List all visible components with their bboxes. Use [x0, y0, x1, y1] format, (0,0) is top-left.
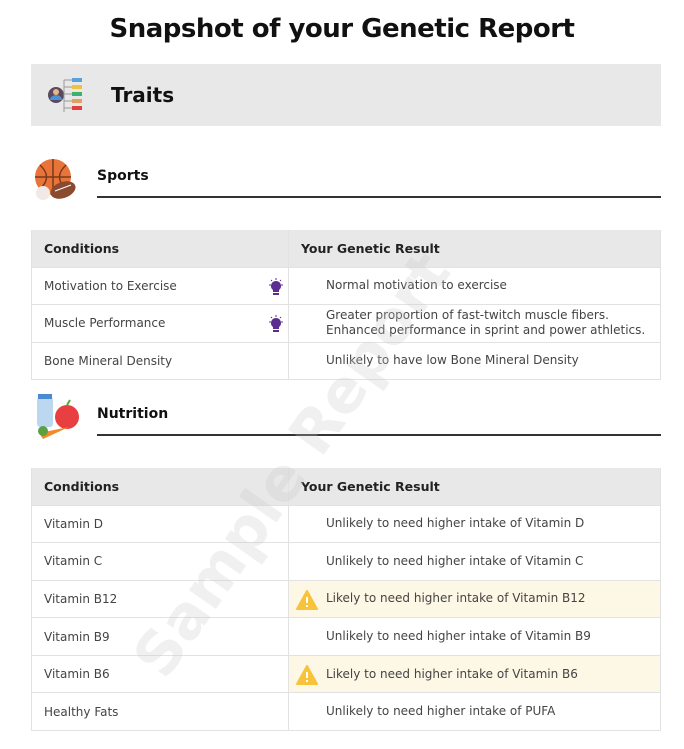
- result-line-2: Enhanced performance in sprint and power…: [326, 323, 646, 338]
- result: Unlikely to have low Bone Mineral Densit…: [288, 341, 661, 381]
- traits-icon: [48, 78, 82, 112]
- sports-title: Sports: [97, 168, 149, 184]
- condition: Bone Mineral Density: [31, 341, 289, 381]
- table-row: Vitamin D Unlikely to need higher intake …: [31, 504, 661, 543]
- result: Unlikely to need higher intake of PUFA: [288, 692, 661, 732]
- table-row: Vitamin C Unlikely to need higher intake …: [31, 542, 661, 581]
- divider: [97, 434, 661, 436]
- traits-header: Traits: [31, 64, 661, 126]
- table-row: Bone Mineral Density Unlikely to have low…: [31, 341, 661, 381]
- traits-label: Traits: [111, 83, 175, 107]
- condition: Vitamin D: [31, 504, 289, 543]
- column-header: Your Genetic Result: [288, 468, 661, 505]
- condition: Healthy Fats: [31, 692, 289, 732]
- result: Unlikely to need higher intake of Vitami…: [288, 542, 661, 581]
- table-row: Motivation to Exercise Normal motivation…: [31, 266, 661, 305]
- warning-icon: [296, 664, 318, 685]
- result: Likely to need higher intake of Vitamin …: [326, 666, 578, 681]
- result: Unlikely to need higher intake of Vitami…: [288, 504, 661, 543]
- divider: [97, 196, 661, 198]
- result: Unlikely to need higher intake of Vitami…: [288, 617, 661, 656]
- table-row: Muscle Performance Greater proportion of…: [31, 304, 661, 343]
- table-row: Vitamin B9 Unlikely to need higher intake…: [31, 617, 661, 656]
- nutrition-food-icon: [37, 394, 79, 439]
- table-row: Vitamin B6 Likely to need higher intake …: [31, 654, 661, 693]
- lightbulb-icon: [269, 277, 283, 295]
- result: Greater proportion of fast-twitch muscle…: [326, 308, 609, 323]
- sports-table: Conditions Your Genetic Result Motivation…: [31, 230, 661, 381]
- column-header: Conditions: [31, 468, 289, 505]
- condition: Muscle Performance: [44, 316, 166, 331]
- condition: Vitamin B6: [31, 654, 289, 693]
- table-row: Vitamin B12 Likely to need higher intake…: [31, 579, 661, 618]
- sports-ball-icon: [35, 159, 76, 200]
- table-row: Healthy Fats Unlikely to need higher inta…: [31, 692, 661, 732]
- condition: Vitamin C: [31, 542, 289, 581]
- result: Normal motivation to exercise: [288, 266, 661, 305]
- page-title: Snapshot of your Genetic Report: [109, 14, 575, 44]
- column-header: Your Genetic Result: [288, 230, 661, 267]
- result: Likely to need higher intake of Vitamin …: [326, 591, 586, 606]
- lightbulb-icon: [269, 315, 283, 333]
- condition: Vitamin B12: [31, 579, 289, 618]
- warning-icon: [296, 589, 318, 610]
- condition: Motivation to Exercise: [44, 278, 177, 293]
- column-header: Conditions: [31, 230, 289, 267]
- condition: Vitamin B9: [31, 617, 289, 656]
- nutrition-title: Nutrition: [97, 406, 169, 422]
